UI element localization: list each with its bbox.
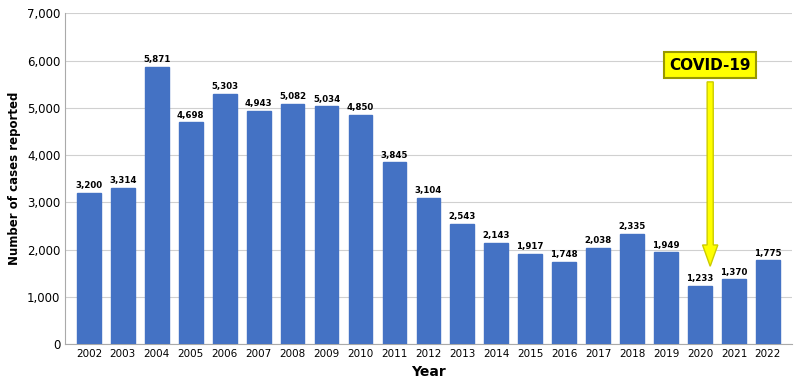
Text: 1,917: 1,917 <box>517 242 544 251</box>
Text: 1,949: 1,949 <box>652 240 680 250</box>
Text: 4,698: 4,698 <box>177 111 205 120</box>
Text: 5,871: 5,871 <box>143 55 170 64</box>
Text: 2,038: 2,038 <box>585 236 612 245</box>
Bar <box>450 224 474 344</box>
Bar <box>654 252 678 344</box>
Bar <box>586 248 610 344</box>
Text: 1,775: 1,775 <box>754 249 782 258</box>
Bar <box>349 115 372 344</box>
Bar <box>281 104 305 344</box>
Text: 5,082: 5,082 <box>279 92 306 101</box>
Text: 5,034: 5,034 <box>313 95 340 104</box>
Text: 3,104: 3,104 <box>414 186 442 195</box>
Text: 5,303: 5,303 <box>211 82 238 91</box>
Text: 3,200: 3,200 <box>75 182 102 190</box>
Bar <box>145 67 169 344</box>
Bar <box>179 122 202 344</box>
Bar <box>111 188 134 344</box>
Bar <box>485 243 508 344</box>
Text: 1,748: 1,748 <box>550 250 578 259</box>
Bar <box>246 111 270 344</box>
Y-axis label: Number of cases reported: Number of cases reported <box>8 92 22 265</box>
Text: 4,850: 4,850 <box>347 103 374 112</box>
Text: 2,543: 2,543 <box>449 212 476 221</box>
Text: 1,370: 1,370 <box>720 268 748 277</box>
Bar <box>688 286 712 344</box>
Bar <box>756 260 780 344</box>
Text: 2,143: 2,143 <box>482 231 510 240</box>
Text: 4,943: 4,943 <box>245 99 273 108</box>
Text: 1,233: 1,233 <box>686 274 714 283</box>
Bar <box>382 163 406 344</box>
FancyArrow shape <box>702 82 718 266</box>
Text: 3,314: 3,314 <box>109 176 137 185</box>
Bar <box>77 193 101 344</box>
Text: 3,845: 3,845 <box>381 151 408 160</box>
Bar <box>518 253 542 344</box>
Bar <box>620 234 644 344</box>
Bar <box>722 279 746 344</box>
X-axis label: Year: Year <box>411 365 446 378</box>
Text: COVID-19: COVID-19 <box>670 58 751 73</box>
Text: 2,335: 2,335 <box>618 222 646 231</box>
Bar <box>213 94 237 344</box>
Bar <box>552 262 576 344</box>
Bar <box>417 197 440 344</box>
Bar <box>314 106 338 344</box>
